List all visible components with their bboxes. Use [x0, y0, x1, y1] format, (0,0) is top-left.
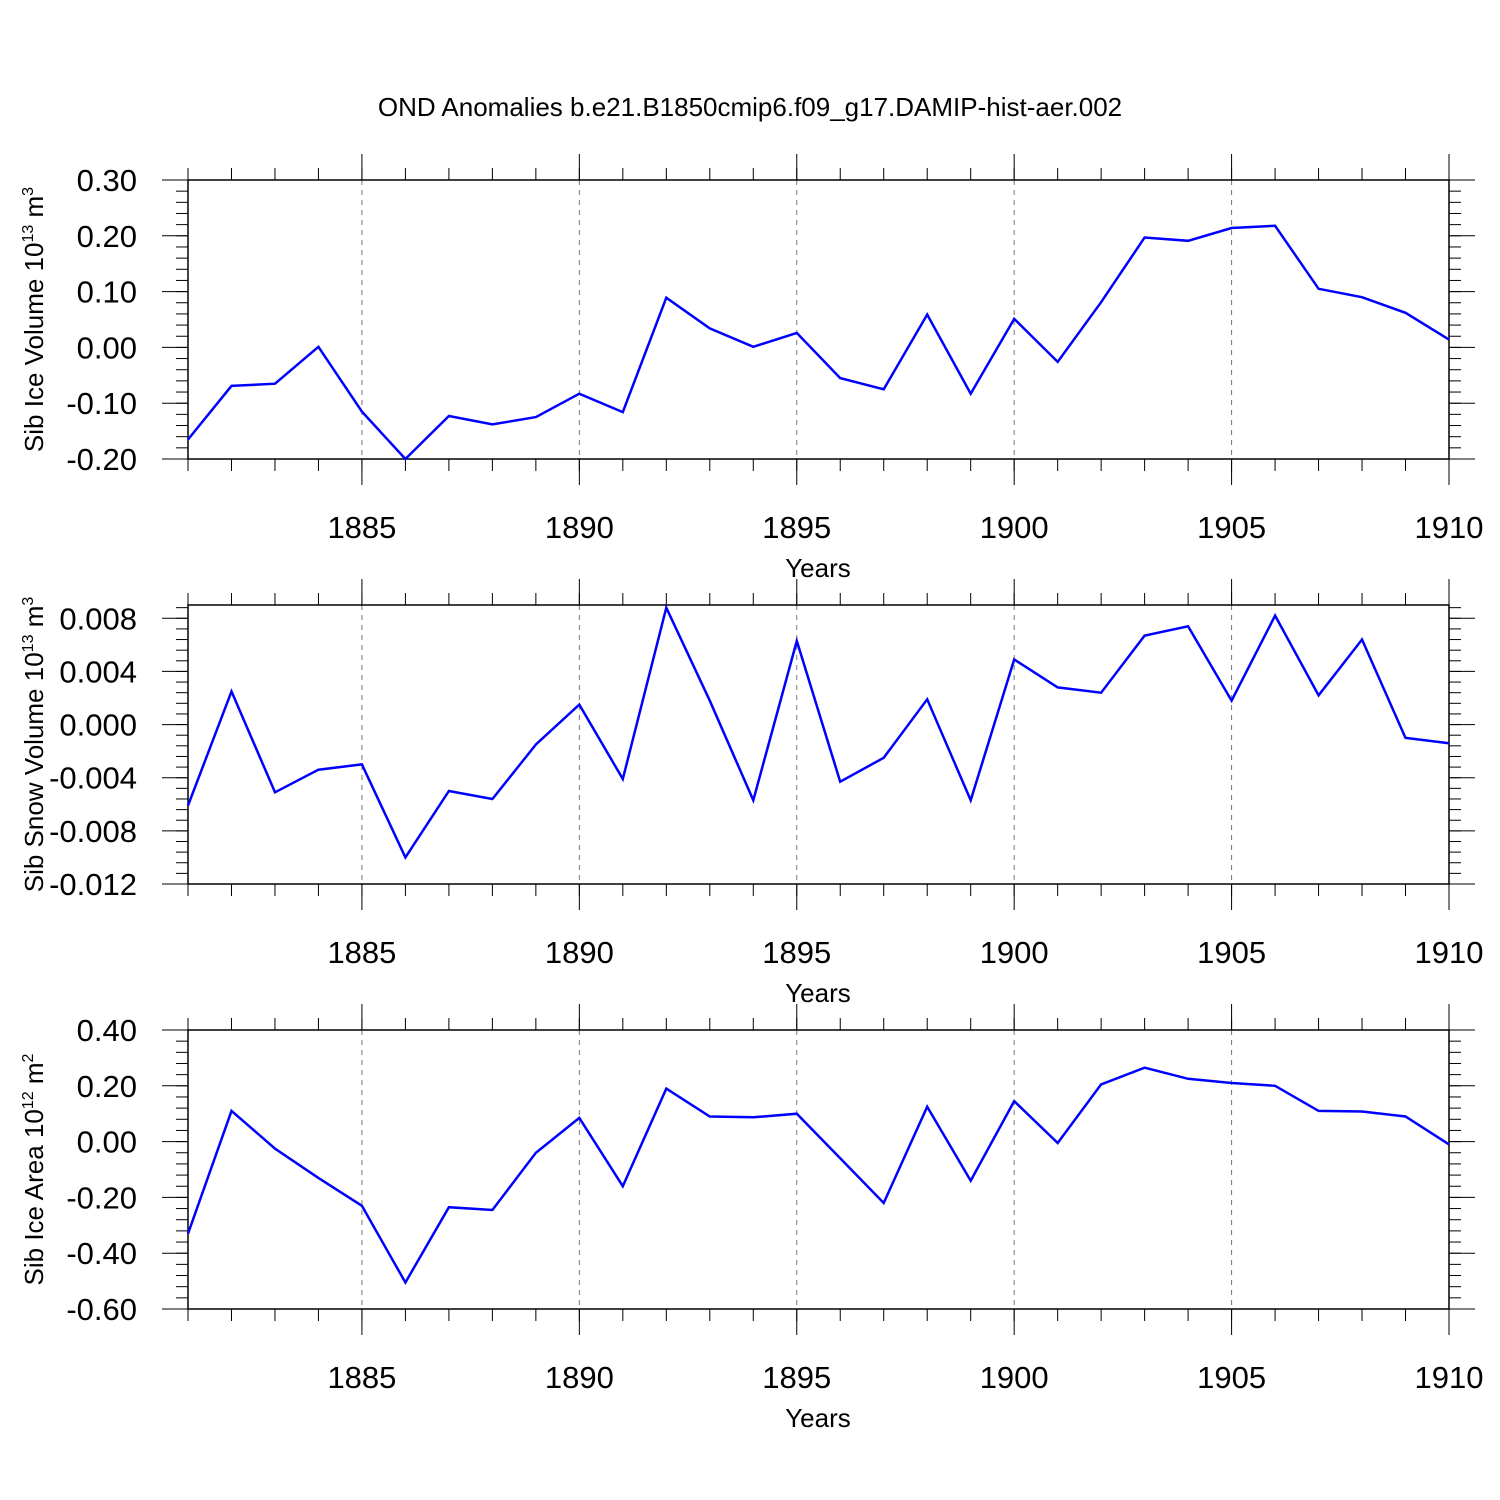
y-tick-label: -0.60	[66, 1292, 137, 1327]
y-tick-label: 0.00	[77, 1125, 137, 1160]
y-axis-label: Sib Ice Volume 1013 m3	[19, 187, 49, 452]
chart-panel-1: 1885 1890 1895 1900 1905 1910 -0.20 -0.10 0.00 0.…	[19, 154, 1483, 583]
x-tick-label: 1900	[980, 510, 1049, 545]
x-tick-label: 1910	[1415, 935, 1484, 970]
y-tick-label: -0.012	[49, 867, 137, 902]
x-tick-label: 1900	[980, 935, 1049, 970]
x-tick-label: 1890	[545, 510, 614, 545]
x-axis-label: Years	[785, 553, 851, 583]
y-axis-label: Sib Snow Volume 1013 m3	[19, 597, 49, 893]
x-tick-label: 1895	[762, 1360, 831, 1395]
y-tick-label: 0.008	[59, 601, 137, 636]
x-tick-label: 1910	[1415, 1360, 1484, 1395]
y-axis-label-part: 3	[20, 187, 37, 196]
y-tick-label: 0.10	[77, 275, 137, 310]
y-axis-label-part: Sib Ice Area 10	[19, 1109, 49, 1285]
y-axis-label-part: m	[19, 196, 49, 225]
y-axis-label-part: 13	[20, 634, 37, 652]
x-tick-label: 1885	[327, 510, 396, 545]
plot-frame	[187, 604, 1450, 885]
y-tick-label: 0.30	[77, 163, 137, 198]
y-axis-label: Sib Ice Area 1012 m2	[19, 1053, 49, 1285]
y-tick-label: 0.20	[77, 219, 137, 254]
y-tick-label: -0.004	[49, 761, 137, 796]
series-line	[186, 604, 1450, 860]
y-tick-label: 0.40	[77, 1013, 137, 1048]
y-tick-label: -0.20	[66, 1180, 137, 1215]
x-tick-label: 1910	[1415, 510, 1484, 545]
y-tick-label: 0.20	[77, 1069, 137, 1104]
x-axis-label: Years	[785, 978, 851, 1008]
y-tick-label: 0.000	[59, 708, 137, 743]
chart-panel-2: 1885 1890 1895 1900 1905 1910 -0.012 -0.008 -0.0…	[19, 579, 1483, 1008]
chart-panel-3: 1885 1890 1895 1900 1905 1910 -0.60 -0.40 -0.20 0…	[19, 1004, 1483, 1433]
series-line	[186, 1066, 1450, 1286]
x-tick-label: 1890	[545, 935, 614, 970]
x-tick-label: 1905	[1197, 935, 1266, 970]
y-axis-label-part: 13	[20, 225, 37, 243]
y-tick-label: 0.004	[59, 654, 137, 689]
plot-frame	[187, 179, 1450, 460]
y-axis-label-part: Sib Ice Volume 10	[19, 243, 49, 453]
x-tick-label: 1885	[327, 935, 396, 970]
y-axis-label-part: 3	[20, 597, 37, 606]
y-tick-label: -0.10	[66, 386, 137, 421]
figure-title: OND Anomalies b.e21.B1850cmip6.f09_g17.D…	[378, 92, 1122, 122]
plot-frame	[187, 1029, 1450, 1310]
y-tick-label: -0.20	[66, 442, 137, 477]
x-tick-label: 1885	[327, 1360, 396, 1395]
x-tick-label: 1900	[980, 1360, 1049, 1395]
x-tick-label: 1895	[762, 510, 831, 545]
x-tick-label: 1905	[1197, 1360, 1266, 1395]
y-axis-label-part: Sib Snow Volume 10	[19, 652, 49, 892]
y-tick-label: -0.008	[49, 814, 137, 849]
y-tick-label: -0.40	[66, 1236, 137, 1271]
x-tick-label: 1890	[545, 1360, 614, 1395]
y-axis-label-part: m	[19, 606, 49, 635]
y-tick-label: 0.00	[77, 330, 137, 365]
x-axis-label: Years	[785, 1403, 851, 1433]
y-axis-label-part: m	[19, 1062, 49, 1091]
series-line	[187, 224, 1450, 461]
x-tick-label: 1895	[762, 935, 831, 970]
y-axis-label-part: 12	[20, 1091, 37, 1109]
y-axis-label-part: 2	[20, 1053, 37, 1062]
x-tick-label: 1905	[1197, 510, 1266, 545]
